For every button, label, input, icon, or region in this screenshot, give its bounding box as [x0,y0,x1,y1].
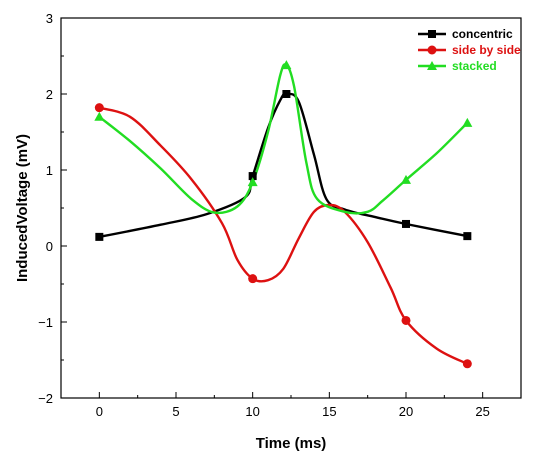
y-axis-title: InducedVoltage (mV) [14,134,31,282]
y-tick-label: 2 [46,87,53,102]
tick-group: 0 5 10 15 20 25 −2 −1 0 1 2 3 [38,11,490,419]
legend: concentric side by side stacked [418,27,521,73]
x-tick-label: 0 [96,404,103,419]
y-tick-label: 1 [46,163,53,178]
series-group [94,60,473,369]
legend-label-side-by-side: side by side [452,43,521,57]
legend-label-concentric: concentric [452,27,513,41]
data-point-concentric [402,219,410,228]
series-line-side-by-side [98,106,468,365]
series-line-concentric [99,92,468,239]
data-point-concentric [248,172,257,181]
data-point-concentric [95,232,104,241]
data-point-stacked [281,60,292,70]
x-tick-label: 25 [475,404,489,419]
data-point-side-by-side [94,103,104,113]
x-axis-title: Time (ms) [256,435,327,452]
y-tick-label: 0 [46,239,53,254]
y-tick-label: 3 [46,11,53,26]
legend-label-stacked: stacked [452,59,497,73]
data-point-stacked [247,177,258,187]
x-tick-label: 20 [399,404,413,419]
data-point-side-by-side [248,274,258,284]
y-tick-label: −1 [38,315,53,330]
data-point-concentric [282,90,291,98]
x-tick-label: 5 [172,404,179,419]
y-tick-label: −2 [38,391,53,406]
data-point-concentric [463,232,472,241]
legend-marker-stacked [427,61,437,70]
data-point-side-by-side [462,359,472,369]
x-tick-label: 15 [322,404,336,419]
data-point-stacked [462,117,473,127]
x-tick-label: 10 [245,404,259,419]
data-point-stacked [401,174,411,184]
data-point-side-by-side [401,315,411,325]
legend-marker-side-by-side [427,45,437,55]
data-point-stacked [94,111,105,121]
legend-marker-concentric [428,30,436,38]
